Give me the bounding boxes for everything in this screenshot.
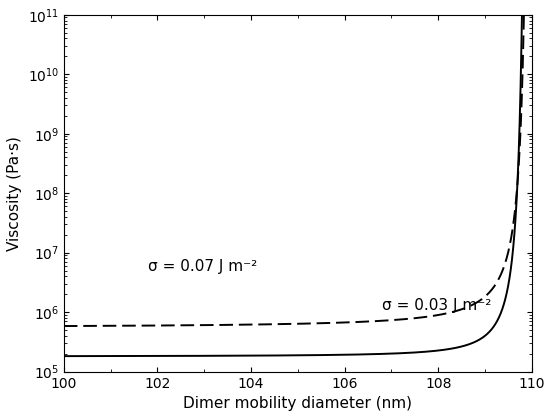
Y-axis label: Viscosity (Pa·s): Viscosity (Pa·s): [7, 136, 22, 251]
Text: σ = 0.07 J m⁻²: σ = 0.07 J m⁻²: [148, 259, 257, 273]
Text: σ = 0.03 J m⁻²: σ = 0.03 J m⁻²: [382, 298, 491, 313]
X-axis label: Dimer mobility diameter (nm): Dimer mobility diameter (nm): [183, 396, 412, 411]
